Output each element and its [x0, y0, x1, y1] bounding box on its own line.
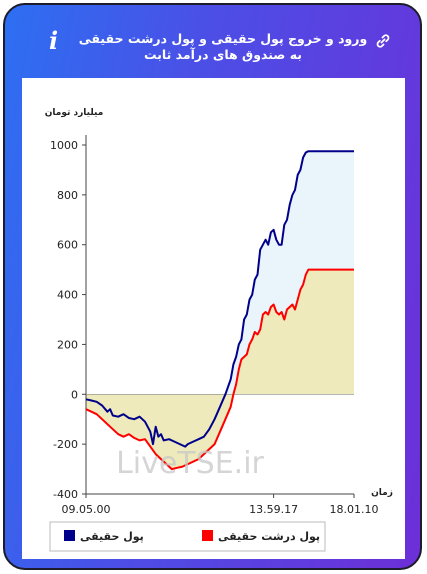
line-chart: -400 -200 0 200 400 600 800 1000 09.05.00 13.59.1…	[45, 108, 393, 552]
y-tick-label: -200	[53, 438, 78, 451]
y-axis-label: میلیارد تومان	[45, 108, 104, 118]
series-area-1	[86, 269, 354, 470]
series-line-0	[85, 150, 354, 448]
legend-box	[49, 521, 326, 552]
x-tick-label: 18.01.10	[330, 503, 379, 516]
watermark: LiveTSE.ir	[116, 446, 264, 481]
series-line-1	[85, 268, 354, 471]
link-icon[interactable]	[375, 33, 391, 49]
legend-label-0: پول حقیقی	[80, 530, 144, 543]
info-icon[interactable]: i	[49, 26, 59, 55]
chart-panel: -400 -200 0 200 400 600 800 1000 09.05.00 13.59.1…	[22, 78, 405, 559]
legend-swatch-1	[202, 530, 213, 541]
x-tick-label: 09.05.00	[62, 503, 111, 516]
legend-label-1: پول درشت حقیقی	[218, 530, 320, 543]
x-tick-label: 13.59.17	[249, 503, 298, 516]
chart-title: ورود و خروج پول حقیقی و پول درشت حقیقی ب…	[78, 31, 368, 62]
y-tick-label: 0	[71, 388, 78, 401]
y-tick-label: 200	[57, 338, 78, 351]
y-tick-label: 800	[57, 189, 78, 202]
chart-card: i ورود و خروج پول حقیقی و پول درشت حقیقی…	[3, 3, 422, 570]
x-axis-label: زمان	[371, 488, 393, 498]
y-tick-label: -400	[53, 488, 78, 501]
y-tick-label: 600	[57, 239, 78, 252]
header-bar: i ورود و خروج پول حقیقی و پول درشت حقیقی…	[5, 5, 420, 77]
legend-swatch-0	[64, 530, 75, 541]
y-tick-label: 400	[57, 289, 78, 302]
y-tick-label: 1000	[50, 139, 78, 152]
